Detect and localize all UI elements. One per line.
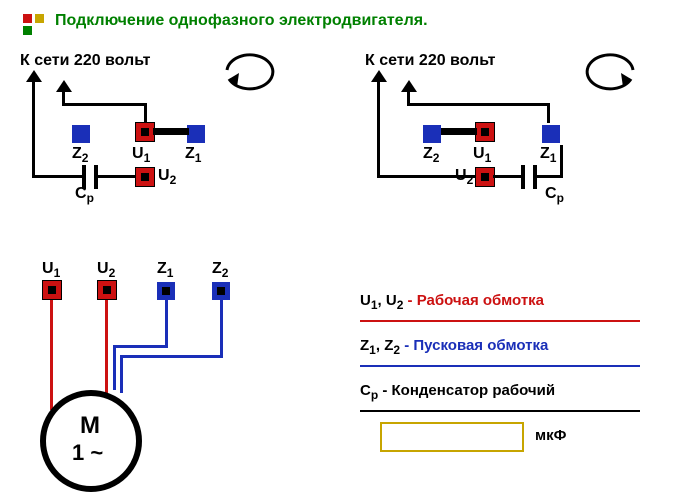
wire-red [50, 300, 53, 410]
diagram-canvas: Подключение однофазного электродвигателя… [0, 0, 690, 500]
label-cp-left: Cp [75, 185, 94, 205]
rotation-arrow-left [215, 45, 285, 95]
wire-blue [113, 345, 168, 348]
wire-blue [120, 355, 223, 358]
arrowhead [371, 70, 387, 82]
motor-label-z1: Z1 [157, 260, 173, 280]
motor-label-u2: U2 [97, 260, 115, 280]
terminal-z1-right [542, 125, 560, 143]
label-u2-left: U2 [158, 167, 176, 187]
label-z2-left: Z2 [72, 145, 88, 165]
terminal-z2-left [72, 125, 90, 143]
legend-line-red [360, 320, 640, 322]
capacitance-input[interactable] [380, 422, 524, 452]
wire-blue [113, 345, 116, 390]
motor-label-z2: Z2 [212, 260, 228, 280]
wire [98, 175, 136, 178]
wire-red [105, 300, 108, 395]
rotation-arrow-right [575, 45, 645, 95]
wire [32, 75, 35, 175]
arrowhead [56, 80, 72, 92]
label-u1-left: U1 [132, 145, 150, 165]
label-u2-right: U2 [455, 167, 473, 187]
label-z2-right: Z2 [423, 145, 439, 165]
legend-u: U1, U2 - Рабочая обмотка [360, 292, 544, 312]
motor-term-u1 [42, 280, 62, 300]
terminal-u2-left [135, 167, 155, 187]
wire-blue [165, 300, 168, 345]
wire [560, 145, 563, 178]
wire-blue [220, 300, 223, 355]
label-u1-right: U1 [473, 145, 491, 165]
wire-blue [120, 355, 123, 393]
legend-z: Z1, Z2 - Пусковая обмотка [360, 337, 548, 357]
terminal-u2-right [475, 167, 495, 187]
motor-term-z2 [212, 282, 230, 300]
bridge [153, 128, 189, 135]
wire [144, 103, 147, 123]
terminal-u1-right [475, 122, 495, 142]
motor-label-u1: U1 [42, 260, 60, 280]
wire [493, 175, 521, 178]
wire [547, 103, 550, 123]
legend-line-blue [360, 365, 640, 367]
logo-olive [35, 14, 44, 23]
bridge [441, 128, 477, 135]
legend-line-black [360, 410, 640, 412]
cap [521, 165, 525, 189]
net-label-right: К сети 220 вольт [365, 52, 495, 70]
arrowhead [401, 80, 417, 92]
logo-red [23, 14, 32, 23]
motor-m: М [80, 412, 100, 440]
wire [537, 175, 562, 178]
wire [407, 103, 550, 106]
page-title: Подключение однофазного электродвигателя… [55, 12, 428, 30]
net-label-left: К сети 220 вольт [20, 52, 150, 70]
legend-c: Cp - Конденсатор рабочий [360, 382, 555, 402]
terminal-z1-left [187, 125, 205, 143]
terminal-u1-left [135, 122, 155, 142]
arrowhead [26, 70, 42, 82]
label-z1-left: Z1 [185, 145, 201, 165]
unit-label: мкФ [535, 427, 566, 444]
motor-term-z1 [157, 282, 175, 300]
motor-term-u2 [97, 280, 117, 300]
wire [62, 103, 147, 106]
motor-1: 1 ~ [72, 440, 103, 466]
wire [32, 175, 82, 178]
terminal-z2-right [423, 125, 441, 143]
label-cp-right: Cp [545, 185, 564, 205]
wire [377, 75, 380, 175]
label-z1-right: Z1 [540, 145, 556, 165]
logo-green [23, 26, 32, 35]
